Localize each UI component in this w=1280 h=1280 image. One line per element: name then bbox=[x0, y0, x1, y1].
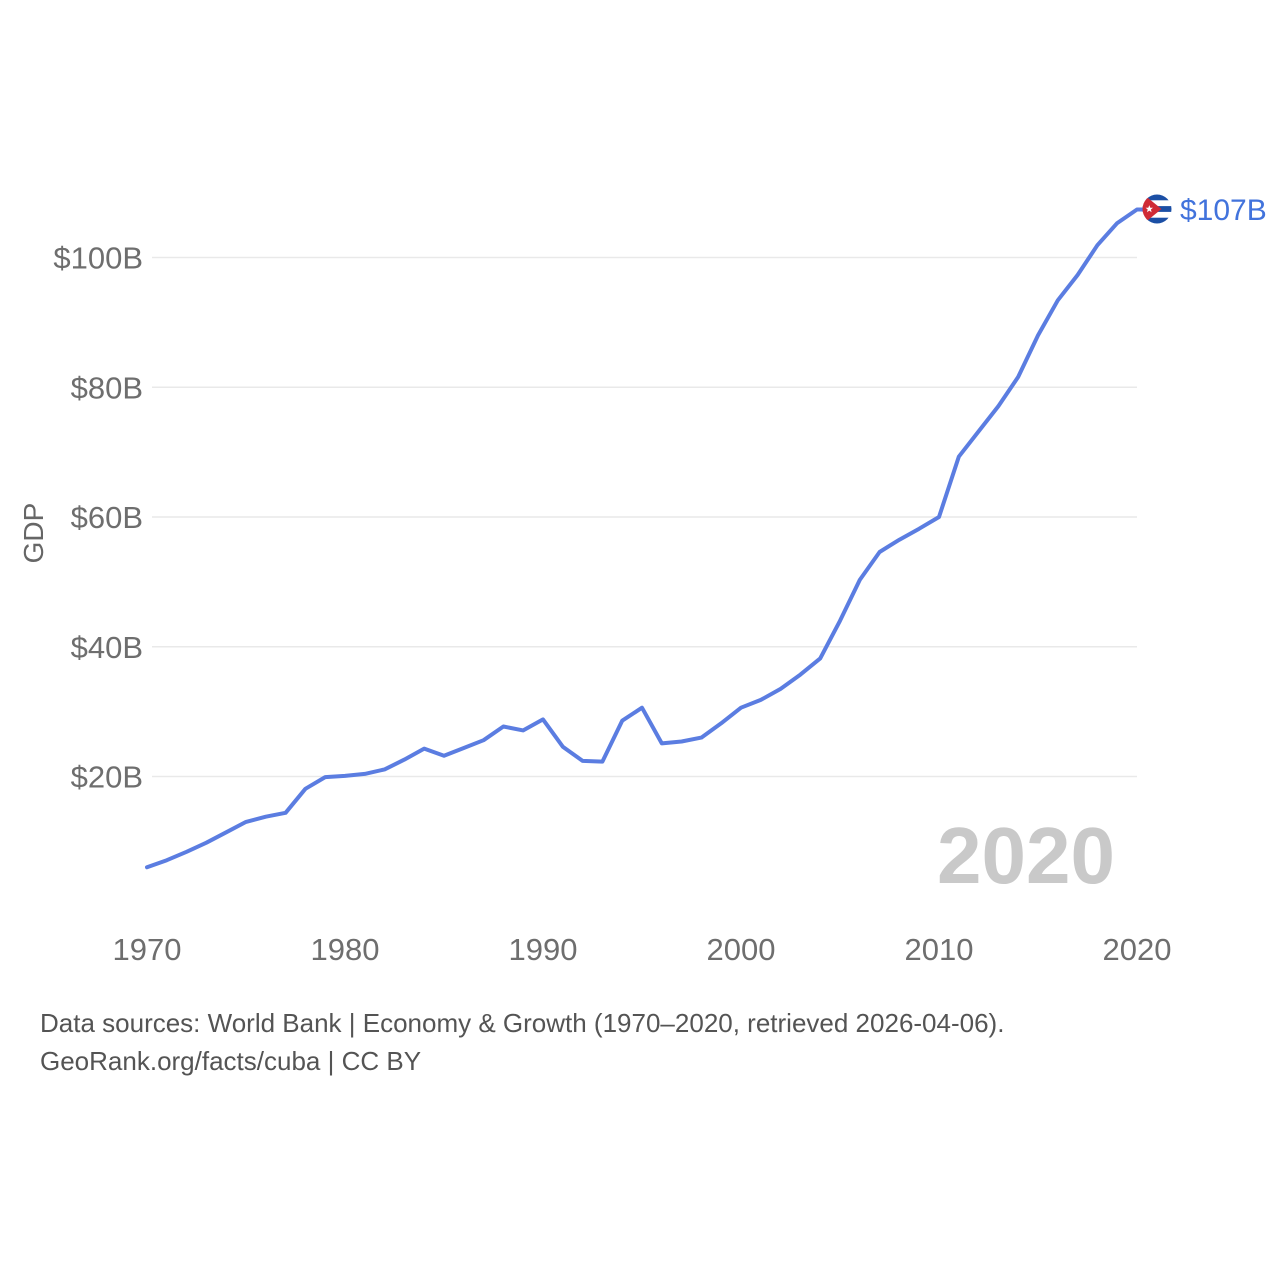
y-tick-label: $20B bbox=[71, 760, 143, 795]
x-tick-label: 1980 bbox=[311, 932, 380, 967]
y-axis-title: GDP bbox=[18, 503, 49, 564]
y-tick-label: $100B bbox=[53, 241, 143, 276]
flag-star bbox=[1145, 205, 1153, 213]
footer-attribution-line: GeoRank.org/facts/cuba | CC BY bbox=[40, 1046, 422, 1076]
watermark-year: 2020 bbox=[937, 811, 1115, 900]
y-tick-label: $40B bbox=[71, 630, 143, 665]
flag-stripe bbox=[1142, 217, 1172, 224]
x-tick-label: 1970 bbox=[113, 932, 182, 967]
cuba-flag-marker bbox=[1142, 194, 1172, 224]
y-axis-tick-labels: $20B $40B $60B $80B $100B bbox=[53, 241, 143, 795]
footer-sources-line: Data sources: World Bank | Economy & Gro… bbox=[40, 1008, 1005, 1038]
flag-stripe bbox=[1142, 194, 1172, 201]
flag-triangle bbox=[1142, 194, 1162, 224]
gridlines bbox=[152, 256, 1137, 778]
y-tick-label: $60B bbox=[71, 500, 143, 535]
y-tick-label: $80B bbox=[71, 370, 143, 405]
gdp-line-series bbox=[145, 207, 1152, 870]
x-tick-label: 2020 bbox=[1103, 932, 1172, 967]
x-tick-label: 2000 bbox=[707, 932, 776, 967]
data-source-footer: Data sources: World Bank | Economy & Gro… bbox=[40, 1004, 1140, 1080]
x-tick-label: 1990 bbox=[509, 932, 578, 967]
x-tick-label: 2010 bbox=[905, 932, 974, 967]
end-value-label: $107B bbox=[1180, 194, 1267, 227]
x-axis-tick-labels: 1970 1980 1990 2000 2010 2020 bbox=[113, 932, 1172, 967]
